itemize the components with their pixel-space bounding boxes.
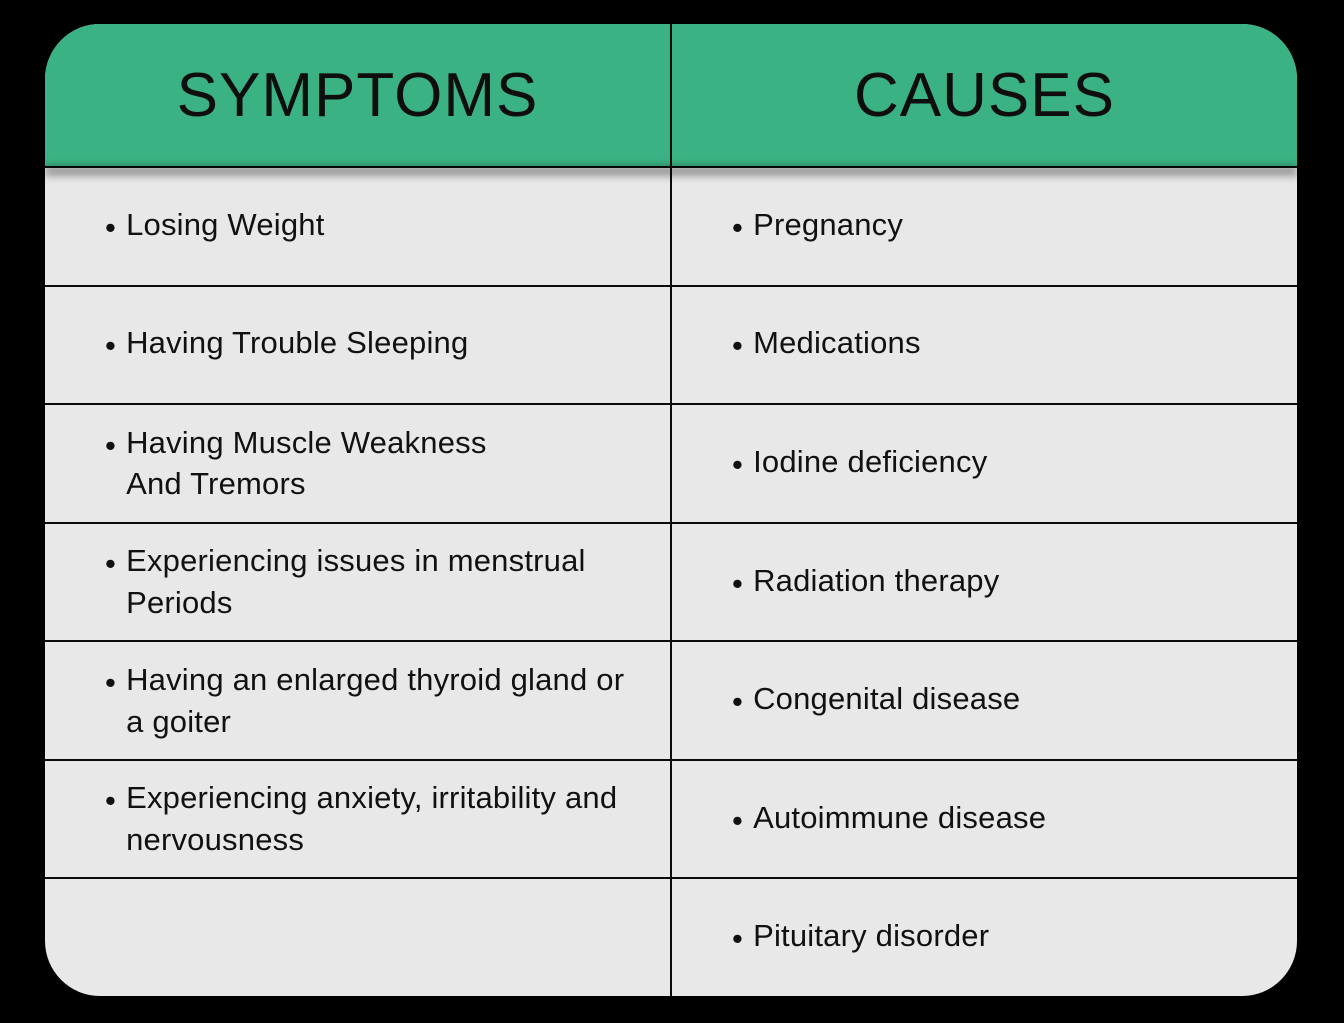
bullet-icon: • [105, 780, 116, 822]
symptom-text: Having Trouble Sleeping [126, 322, 468, 364]
symptom-item: •Having an enlarged thyroid gland or a g… [105, 659, 624, 743]
bullet-icon: • [105, 425, 116, 467]
table-row: •Experiencing issues in menstrual Period… [45, 522, 670, 641]
symptom-text: Experiencing issues in menstrual Periods [126, 540, 586, 624]
symptom-text: Having Muscle Weakness And Tremors [126, 422, 486, 506]
table-row [45, 877, 670, 996]
cause-text: Autoimmune disease [753, 797, 1046, 839]
cause-text: Radiation therapy [753, 560, 999, 602]
cause-item: •Iodine deficiency [732, 441, 987, 486]
table-row: •Iodine deficiency [672, 403, 1297, 522]
column-causes: •Pregnancy•Medications•Iodine deficiency… [670, 166, 1297, 996]
table-header: SYMPTOMS CAUSES [45, 24, 1297, 166]
symptom-item: •Having Trouble Sleeping [105, 322, 468, 367]
symptom-item: •Losing Weight [105, 204, 325, 249]
cause-item: •Pituitary disorder [732, 915, 989, 960]
cause-item: •Congenital disease [732, 678, 1020, 723]
table-body: •Losing Weight•Having Trouble Sleeping•H… [45, 166, 1297, 996]
table-row: •Pregnancy [672, 166, 1297, 285]
bullet-icon: • [732, 444, 743, 486]
cause-item: •Medications [732, 322, 921, 367]
symptom-item: •Having Muscle Weakness And Tremors [105, 422, 487, 506]
comparison-table: SYMPTOMS CAUSES •Losing Weight•Having Tr… [45, 24, 1297, 996]
bullet-icon: • [105, 543, 116, 585]
column-symptoms: •Losing Weight•Having Trouble Sleeping•H… [45, 166, 670, 996]
table-row: •Having Trouble Sleeping [45, 285, 670, 404]
cause-text: Iodine deficiency [753, 441, 987, 483]
header-symptoms-label: SYMPTOMS [177, 60, 539, 131]
table-row: •Congenital disease [672, 640, 1297, 759]
cause-text: Pituitary disorder [753, 915, 989, 957]
table-row: •Losing Weight [45, 166, 670, 285]
bullet-icon: • [732, 681, 743, 723]
bullet-icon: • [732, 800, 743, 842]
bullet-icon: • [732, 207, 743, 249]
cause-item: •Autoimmune disease [732, 797, 1046, 842]
bullet-icon: • [732, 918, 743, 960]
header-causes-label: CAUSES [854, 60, 1115, 131]
table-row: •Pituitary disorder [672, 877, 1297, 996]
cause-item: •Radiation therapy [732, 560, 999, 605]
symptom-item: •Experiencing issues in menstrual Period… [105, 540, 586, 624]
bullet-icon: • [732, 325, 743, 367]
cause-text: Congenital disease [753, 678, 1020, 720]
cause-text: Medications [753, 322, 921, 364]
header-causes: CAUSES [670, 24, 1297, 166]
cause-item: •Pregnancy [732, 204, 903, 249]
cause-text: Pregnancy [753, 204, 903, 246]
symptom-text: Having an enlarged thyroid gland or a go… [126, 659, 624, 743]
symptom-text: Experiencing anxiety, irritability and n… [126, 777, 617, 861]
table-row: •Medications [672, 285, 1297, 404]
table-row: •Experiencing anxiety, irritability and … [45, 759, 670, 878]
bullet-icon: • [105, 662, 116, 704]
header-symptoms: SYMPTOMS [45, 24, 670, 166]
table-row: •Autoimmune disease [672, 759, 1297, 878]
bullet-icon: • [105, 207, 116, 249]
symptom-item: •Experiencing anxiety, irritability and … [105, 777, 617, 861]
bullet-icon: • [732, 563, 743, 605]
bullet-icon: • [105, 325, 116, 367]
table-row: •Radiation therapy [672, 522, 1297, 641]
table-row: •Having Muscle Weakness And Tremors [45, 403, 670, 522]
table-row: •Having an enlarged thyroid gland or a g… [45, 640, 670, 759]
symptom-text: Losing Weight [126, 204, 324, 246]
